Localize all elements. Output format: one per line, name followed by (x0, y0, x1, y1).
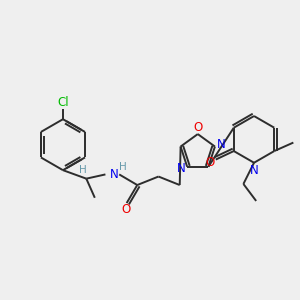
Text: H: H (118, 162, 126, 172)
Text: N: N (176, 162, 185, 175)
Text: O: O (206, 156, 215, 169)
Text: O: O (193, 121, 203, 134)
Text: N: N (250, 164, 258, 177)
Text: H: H (79, 165, 87, 175)
Text: N: N (110, 168, 118, 181)
Text: O: O (121, 203, 130, 216)
Text: Cl: Cl (57, 96, 69, 109)
Text: N: N (217, 138, 226, 151)
